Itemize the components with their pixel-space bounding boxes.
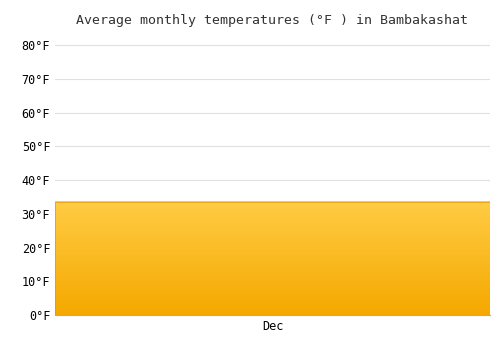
Bar <box>55 202 490 315</box>
Bar <box>55 202 490 315</box>
Title: Average monthly temperatures (°F ) in Bambakashat: Average monthly temperatures (°F ) in Ba… <box>76 14 468 27</box>
